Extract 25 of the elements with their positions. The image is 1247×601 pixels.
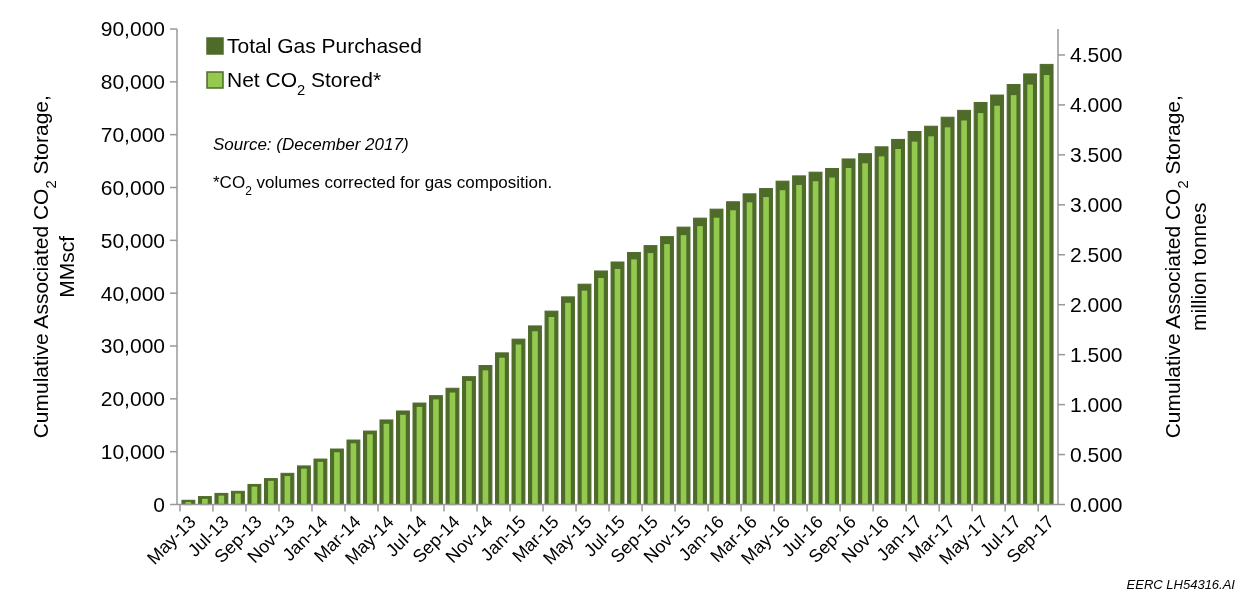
y-tick-label: 0	[153, 492, 165, 516]
y-tick-label: 10,000	[100, 440, 165, 464]
y2-tick-label: 2.000	[1070, 293, 1123, 317]
y-tick-label: 50,000	[100, 228, 165, 252]
y2-tick-label: 4.000	[1070, 93, 1123, 117]
annotation: *CO$_{2}$ volumes corrected for gas composition.	[213, 173, 553, 198]
y2-tick-label: 3.500	[1070, 143, 1123, 167]
legend-label: Total Gas Purchased	[227, 34, 422, 58]
text: EERC LH54316.AI	[1126, 577, 1236, 592]
y-tick-label: 30,000	[100, 334, 165, 358]
y-tick-label: 70,000	[100, 123, 165, 147]
y-tick-label: 60,000	[100, 175, 165, 199]
y2-tick-label: 1.000	[1070, 392, 1123, 416]
y2-tick-label: 4.500	[1070, 43, 1123, 67]
y2-tick-label: 0.500	[1070, 442, 1123, 466]
y-tick-label: 20,000	[100, 387, 165, 411]
annotation: Source: (December 2017)	[213, 135, 409, 154]
y2-tick-label: 2.500	[1070, 243, 1123, 267]
y2-tick-label: 3.000	[1070, 193, 1123, 217]
y-tick-label: 40,000	[100, 281, 165, 305]
legend-label: Net CO$_{2}$ Stored*	[227, 68, 382, 99]
y2-tick-label: 1.500	[1070, 343, 1123, 367]
y2-tick-label: 0.000	[1070, 492, 1123, 516]
y-tick-label: 80,000	[100, 70, 165, 94]
y-tick-label: 90,000	[100, 17, 165, 41]
